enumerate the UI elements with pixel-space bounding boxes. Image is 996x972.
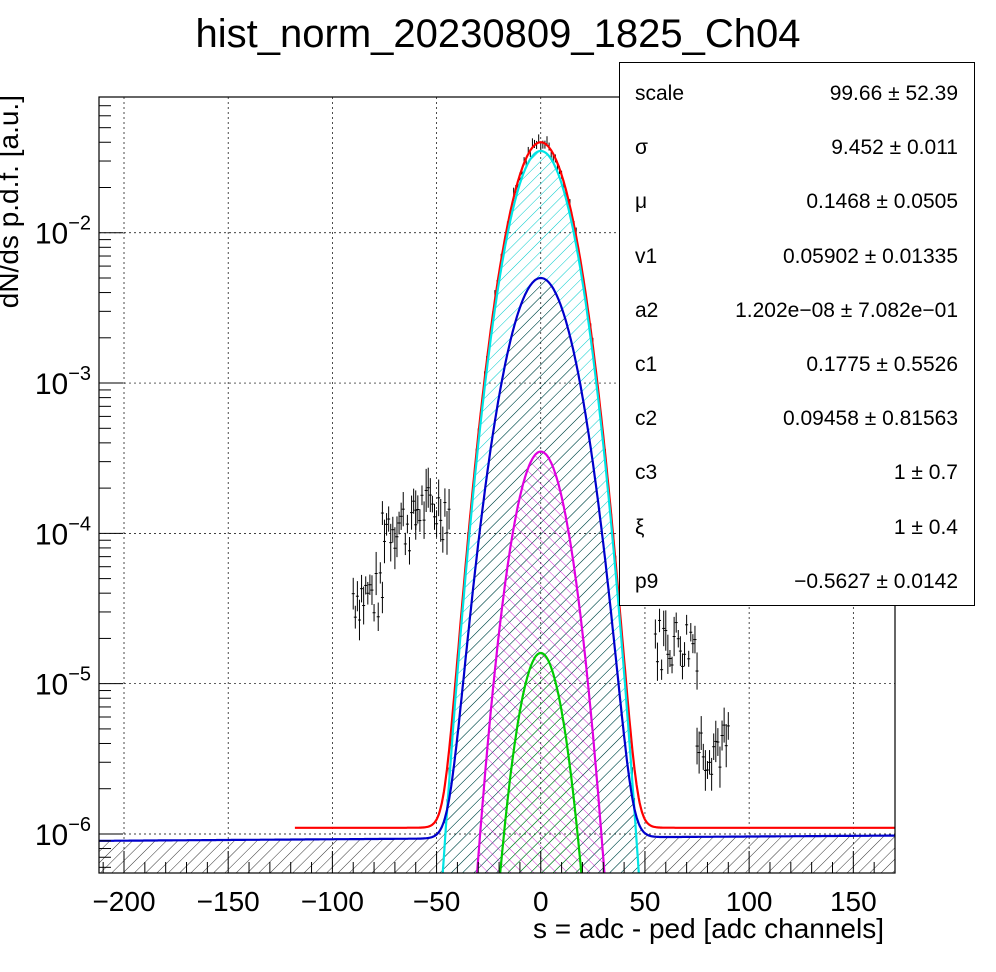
stat-name: c3 [635, 461, 658, 485]
stat-name: a2 [635, 298, 659, 322]
x-tick-label: −150 [197, 886, 260, 917]
curve-c1 [441, 149, 640, 873]
stat-row: v1 0.05902 ± 0.01335 [620, 230, 974, 284]
chart-title: hist_norm_20230809_1825_Ch04 [195, 12, 801, 56]
stat-value: 0.05902 ± 0.01335 [782, 244, 958, 268]
stat-value: 0.09458 ± 0.81563 [782, 407, 958, 431]
stat-row: c2 0.09458 ± 0.81563 [620, 392, 974, 446]
component-fills [99, 151, 895, 873]
x-tick-label: −50 [413, 886, 461, 917]
stat-value: 0.1775 ± 0.5526 [806, 353, 958, 376]
stat-name: scale [635, 82, 685, 105]
curve-c4 [499, 651, 583, 873]
stat-value: 1.202e−08 ± 7.082e−01 [735, 298, 958, 322]
curve-c2 [99, 276, 895, 842]
x-axis-label: s = adc - ped [adc channels] [533, 913, 884, 944]
y-axis-ticks: 10−6 10−5 10−4 10−3 10−2 [35, 96, 123, 868]
stat-name: μ [635, 190, 648, 214]
stat-row: a2 1.202e−08 ± 7.082e−01 [620, 284, 974, 338]
stat-name: c1 [635, 353, 658, 376]
stat-value: 99.66 ± 52.39 [829, 82, 958, 105]
x-tick-label: −100 [301, 886, 364, 917]
stat-name: ξ [635, 515, 645, 539]
y-tick-label: 10−5 [35, 664, 91, 702]
stat-row: σ 9.452 ± 0.011 [620, 121, 974, 175]
stat-row: c3 1 ± 0.7 [620, 446, 974, 500]
stat-name: v1 [635, 244, 658, 268]
y-axis-label: dN/ds p.d.f. [a.u.] [0, 95, 24, 308]
x-tick-label: 50 [629, 886, 660, 917]
stat-value: 0.1468 ± 0.0505 [806, 190, 958, 214]
stat-value: −0.5627 ± 0.0142 [794, 569, 958, 593]
x-tick-label: 100 [726, 886, 773, 917]
stat-name: σ [635, 136, 648, 160]
stat-row: p9 −0.5627 ± 0.0142 [620, 555, 974, 609]
y-tick-label: 10−6 [35, 814, 91, 852]
fill-c4 [497, 653, 585, 873]
fit-curves [99, 141, 895, 873]
x-tick-label: −200 [92, 886, 155, 917]
stat-name: c2 [635, 407, 658, 431]
x-tick-label: 150 [830, 886, 877, 917]
stat-value: 9.452 ± 0.011 [831, 136, 958, 160]
y-tick-label: 10−3 [35, 363, 91, 401]
fill-c2 [99, 278, 895, 873]
fit-stats-box: scale 99.66 ± 52.39 σ 9.452 ± 0.011 μ 0.1468 … [619, 62, 975, 606]
x-tick-label: 0 [533, 886, 549, 917]
y-tick-label: 10−2 [35, 213, 91, 251]
stat-value: 1 ± 0.7 [893, 461, 958, 485]
x-axis-ticks: −200 −150 −100 −50 0 50 100 150 [92, 851, 896, 917]
stat-name: p9 [635, 569, 659, 593]
y-tick-label: 10−4 [35, 513, 91, 551]
stat-row: c1 0.1775 ± 0.5526 [620, 338, 974, 392]
stat-value: 1 ± 0.4 [893, 515, 958, 539]
stat-row: ξ 1 ± 0.4 [620, 501, 974, 555]
stat-row: μ 0.1468 ± 0.0505 [620, 175, 974, 229]
curve-c3 [476, 450, 606, 873]
stat-row: scale 99.66 ± 52.39 [620, 67, 974, 121]
